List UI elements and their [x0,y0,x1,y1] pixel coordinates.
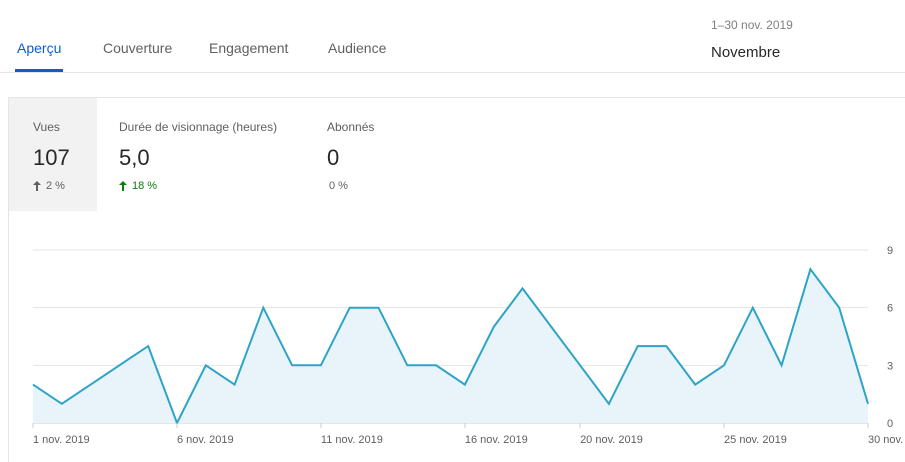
data-point [837,306,841,310]
data-point [146,344,150,348]
data-point [751,306,755,310]
x-tick-label: 11 nov. 2019 [321,434,383,446]
data-point [636,344,640,348]
metric-label: Durée de visionnage (heures) [119,120,278,134]
data-point [664,344,668,348]
period-range: 1–30 nov. 2019 [711,18,793,32]
metrics-card: Vues 107 2 % Durée de visionnage (heures… [8,97,905,462]
data-point [808,267,812,271]
data-point [89,383,93,387]
period-name: Novembre [711,44,781,61]
active-tab-indicator [15,69,63,72]
series-line [32,267,869,426]
metric-label: Vues [33,120,60,134]
x-tick-label: 20 nov. 2019 [580,434,643,446]
data-point [117,363,121,367]
arrow-up-icon [33,181,41,191]
x-tick-label: 1 nov. 2019 [33,434,90,446]
data-point [377,306,381,310]
metric-delta: 2 % [33,180,97,192]
area-fill [33,269,868,423]
metric-subscribers[interactable]: Abonnés 0 0 % [327,98,447,211]
y-tick-label: 6 [887,303,893,315]
data-point [261,306,265,310]
tab-engagement[interactable]: Engagement [209,40,289,56]
data-point [722,363,726,367]
metric-watch-time[interactable]: Durée de visionnage (heures) 5,0 18 % [119,98,319,211]
data-point [348,306,352,310]
data-point [434,363,438,367]
x-tick-label: 16 nov. 2019 [465,434,528,446]
data-point [693,383,697,387]
data-point [492,325,496,329]
data-point [520,286,524,290]
metric-label: Abonnés [327,120,375,134]
data-point [319,363,323,367]
metric-views[interactable]: Vues 107 2 % [9,98,97,211]
arrow-up-icon [119,181,127,191]
y-tick-label: 0 [887,418,893,430]
tab-audience[interactable]: Audience [328,40,387,56]
period-selector[interactable]: 1–30 nov. 2019 Novembre [711,18,793,61]
data-point [607,402,611,406]
metric-delta: 18 % [119,180,319,192]
metric-delta: 0 % [329,180,348,192]
x-tick-label: 6 nov. 2019 [177,434,234,446]
data-point [578,363,582,367]
metric-value: 107 [33,145,70,170]
data-point [31,383,35,387]
data-point [780,363,784,367]
data-point [233,383,237,387]
data-point [60,402,64,406]
x-tick-label: 30 nov. 20… [868,434,905,446]
y-tick-label: 3 [887,360,893,372]
views-chart[interactable]: 0 3 6 9 1 nov. 2019 6 nov. 2019 11 nov. 2019 16… [0,230,905,462]
tab-apercu[interactable]: Aperçu [17,40,62,56]
tab-couverture[interactable]: Couverture [103,40,173,56]
data-point [290,363,294,367]
tab-bar: Aperçu Couverture Engagement Audience [0,0,905,73]
data-point [204,363,208,367]
metric-value: 0 [327,145,340,170]
metric-value: 5,0 [119,145,150,170]
data-point [463,383,467,387]
y-tick-label: 9 [887,245,893,257]
data-point [549,325,553,329]
data-point [405,363,409,367]
x-tick-label: 25 nov. 2019 [724,434,787,446]
data-point [866,402,870,406]
